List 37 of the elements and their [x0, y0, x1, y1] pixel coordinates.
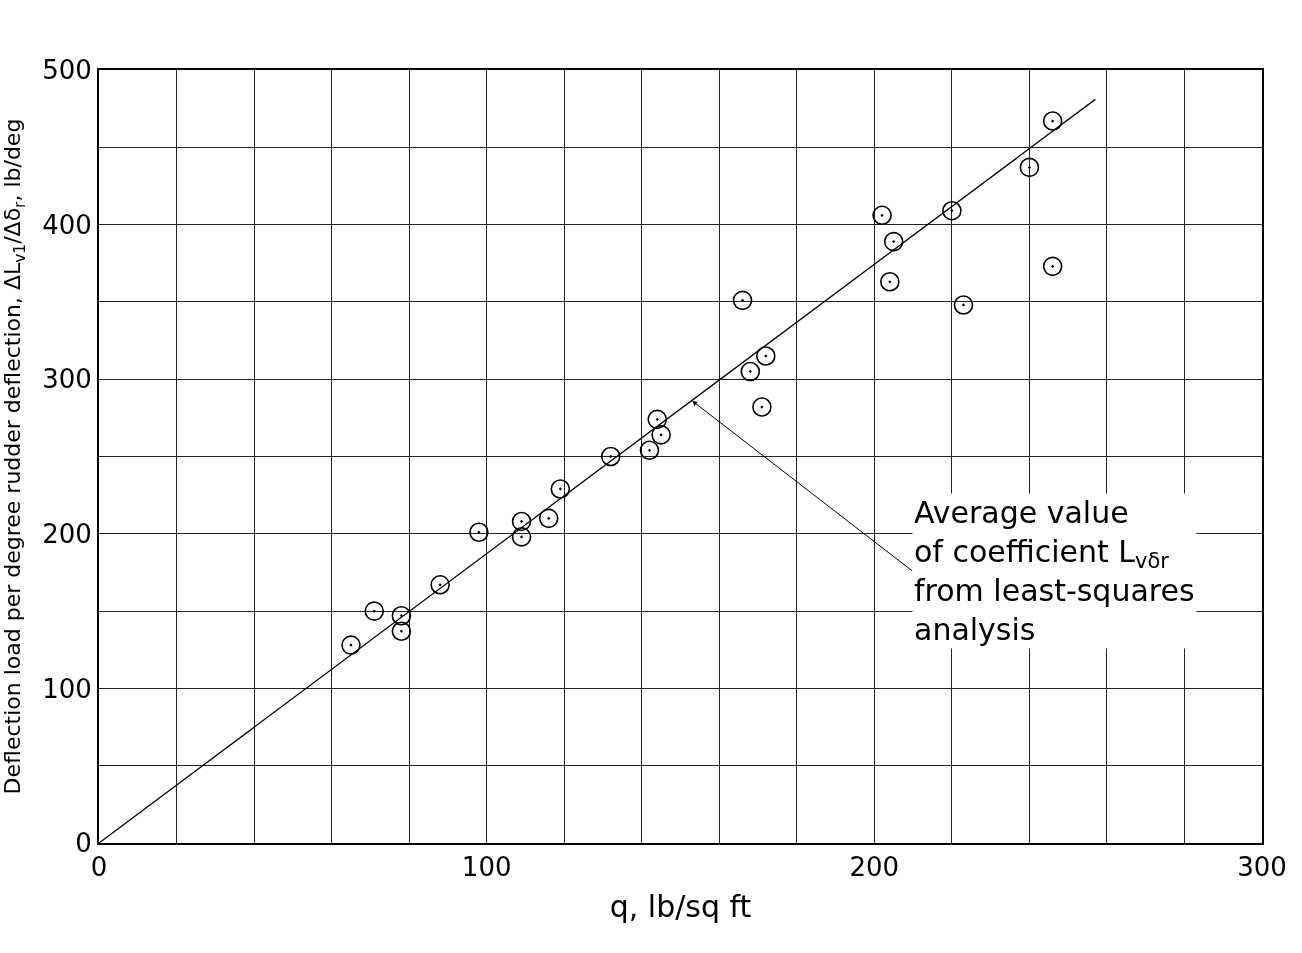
y-tick-label: 100 [42, 673, 92, 704]
y-tick-label: 200 [42, 518, 92, 549]
y-tick-label: 300 [42, 364, 92, 395]
point [740, 361, 761, 382]
point [651, 425, 671, 445]
point [880, 272, 900, 292]
x-tick-label: 300 [1237, 852, 1287, 883]
point [364, 601, 385, 621]
point [942, 200, 962, 221]
point [469, 522, 489, 543]
point [953, 295, 974, 315]
point [511, 511, 532, 532]
point [756, 346, 776, 366]
point [391, 605, 412, 626]
point [883, 231, 904, 252]
point [538, 508, 559, 529]
point [341, 635, 361, 655]
x-axis-title: q, lb/sq ft [609, 889, 752, 925]
point [1042, 256, 1063, 277]
point [732, 290, 753, 311]
point [1042, 111, 1063, 131]
point [639, 440, 660, 461]
point [430, 575, 450, 595]
point [550, 479, 571, 499]
y-tick-label: 400 [42, 209, 92, 240]
point [752, 397, 772, 417]
point [872, 205, 892, 226]
point [1019, 157, 1040, 178]
point [600, 446, 621, 467]
point [391, 621, 412, 641]
y-tick-label: 500 [42, 55, 92, 86]
point [647, 409, 668, 430]
annotation: Average value of coefficient L$_{vδr}$ from least-squares analysis [914, 495, 1195, 647]
point [511, 527, 532, 547]
x-tick-label: 100 [461, 852, 512, 883]
y-tick-label: 0 [75, 828, 92, 859]
x-tick-label: 200 [849, 852, 900, 883]
